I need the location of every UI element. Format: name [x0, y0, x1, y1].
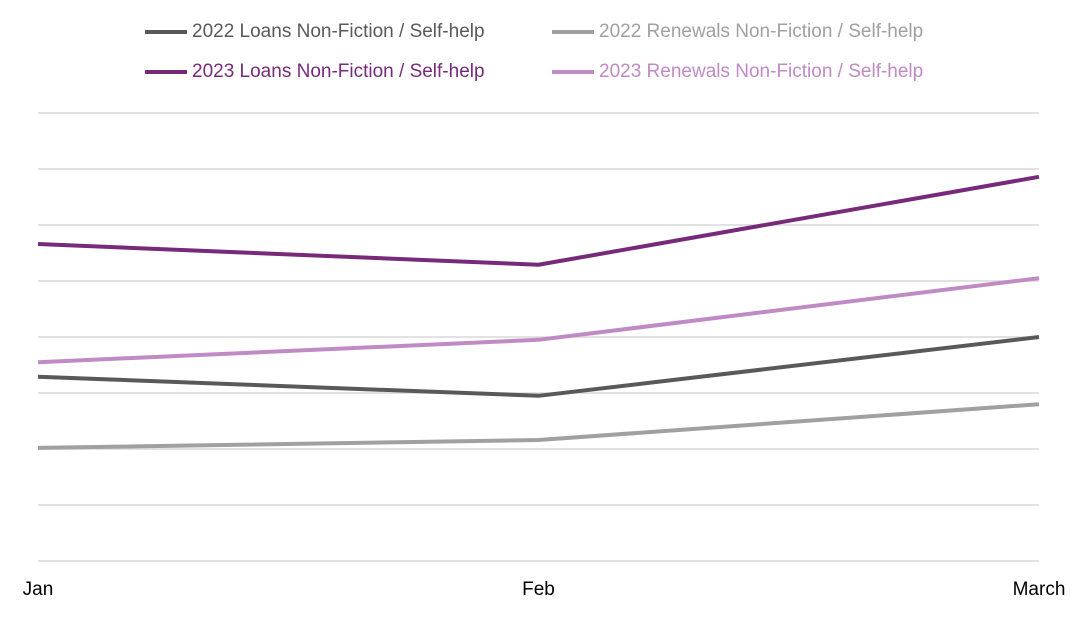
x-tick-label: Feb	[522, 579, 555, 600]
series-line	[37, 402, 1040, 450]
x-tick-label: March	[1013, 579, 1066, 600]
legend-label: 2023 Loans Non-Fiction / Self-help	[192, 61, 485, 82]
legend-label: 2022 Loans Non-Fiction / Self-help	[192, 21, 485, 42]
series-line	[37, 335, 1040, 398]
x-tick-label: Jan	[23, 579, 54, 600]
legend-label: 2023 Renewals Non-Fiction / Self-help	[599, 61, 923, 82]
legend-label: 2022 Renewals Non-Fiction / Self-help	[599, 21, 923, 42]
series-line	[37, 276, 1040, 365]
series-line	[37, 174, 1040, 267]
